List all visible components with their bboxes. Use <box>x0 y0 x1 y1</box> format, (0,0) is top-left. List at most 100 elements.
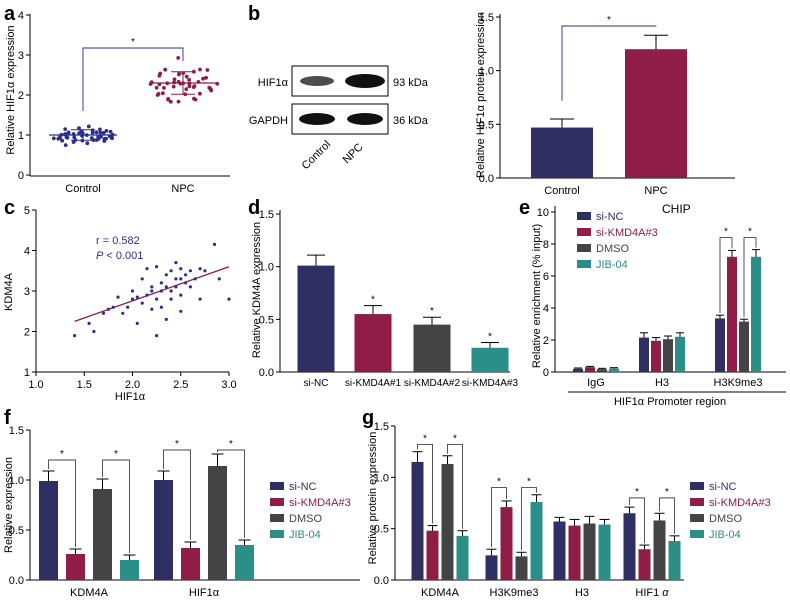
e-sig-bracket-star: * <box>748 227 752 238</box>
e-y-tick-label: 0 <box>543 367 549 379</box>
c-point <box>155 297 159 301</box>
f-legend-label: JIB-04 <box>289 529 321 541</box>
g-bar <box>500 507 513 580</box>
a-point <box>155 93 160 97</box>
a-point <box>63 127 68 131</box>
a-point <box>184 74 189 79</box>
a-point <box>86 124 91 129</box>
a-point <box>177 71 182 76</box>
a-point <box>98 127 102 132</box>
c-y-tick-label: 4 <box>24 246 30 258</box>
e-sig-bracket <box>719 237 733 314</box>
d-bar <box>413 324 451 372</box>
g-sig-bracket-star: * <box>665 487 669 498</box>
f-bar <box>39 481 58 580</box>
d-sig-star: * <box>488 332 492 343</box>
blot-label-hif1a: HIF1α <box>258 77 289 89</box>
a-point <box>77 126 81 131</box>
xlabel-c: HIF1α <box>115 391 146 403</box>
panel-letter-a: a <box>4 3 16 25</box>
correlation-r: r = 0.582 <box>96 235 140 247</box>
e-bar <box>675 336 685 372</box>
panel-d: d Relative KDM4A expression 0.0 0.5 1.0 1.5… <box>248 197 518 389</box>
c-point <box>116 295 120 299</box>
f-bar <box>181 548 200 580</box>
b-bar <box>625 49 687 179</box>
c-point <box>159 281 163 285</box>
e-y-tick-label: 8 <box>543 239 549 251</box>
g-sig-bracket <box>447 444 463 529</box>
g-legend-swatch <box>690 498 704 506</box>
a-point <box>198 91 202 96</box>
e-x-tick-label: IgG <box>587 377 605 389</box>
a-y-tick-label: 4 <box>18 10 24 22</box>
g-bar <box>441 463 454 580</box>
c-point <box>217 277 221 281</box>
f-legend-swatch <box>270 514 284 522</box>
g-bar <box>568 525 581 580</box>
g-y-tick-label: 1.5 <box>374 421 389 433</box>
f-bar <box>66 554 85 580</box>
g-sig-bracket <box>659 497 675 534</box>
f-bar <box>235 545 254 580</box>
a-point <box>171 84 176 89</box>
panel-f: f Relative expression 0.0 0.5 1.0 1.5 KDM4A H… <box>3 407 360 599</box>
c-point <box>179 267 183 271</box>
a-point <box>94 130 99 135</box>
c-point <box>169 297 173 301</box>
f-y-tick-label: 1.5 <box>9 425 24 437</box>
g-sig-bracket-star: * <box>423 433 427 444</box>
c-point <box>179 293 183 297</box>
f-sig-bracket <box>217 449 245 538</box>
blot-lane-control: Control <box>300 139 334 173</box>
a-point <box>90 128 95 133</box>
g-x-tick-label: KDM4A <box>421 587 460 599</box>
a-y-tick-label: 2 <box>18 90 24 102</box>
g-legend-swatch <box>690 530 704 538</box>
e-sig-bracket <box>743 237 757 318</box>
a-y-tick-label: 3 <box>18 50 24 62</box>
blot-kda-gapdh: 36 kDa <box>393 115 429 127</box>
c-point <box>174 261 178 265</box>
b-y-tick-label: 0.0 <box>479 173 494 185</box>
c-point <box>179 309 183 313</box>
panel-letter-c: c <box>4 197 15 219</box>
plot-e: 0 2 4 6 8 10 IgG H3 H3K9me3 * * si-NC si-KMD4A#3 DMSO… <box>537 206 786 393</box>
a-point <box>99 134 103 139</box>
g-bar <box>426 530 439 580</box>
g-y-tick-label: 0.0 <box>374 575 389 587</box>
e-legend-swatch <box>577 228 591 236</box>
c-x-tick-label: 2.0 <box>125 379 140 391</box>
g-bar <box>515 556 528 580</box>
c-point <box>164 317 168 321</box>
g-sig-bracket-star: * <box>497 477 501 488</box>
plot-a: 0 1 2 3 4 Control NPC * <box>18 10 230 195</box>
f-bar <box>93 489 112 580</box>
e-legend-swatch <box>577 244 591 252</box>
f-legend-swatch <box>270 498 284 506</box>
g-bar <box>668 540 681 580</box>
c-point <box>155 334 159 338</box>
f-bar <box>154 480 173 580</box>
g-legend-label: si-NC <box>709 481 737 493</box>
a-sig-bracket <box>82 47 184 111</box>
c-point <box>73 334 77 338</box>
c-fit-line <box>74 266 230 322</box>
f-legend-swatch <box>270 530 284 538</box>
e-bar <box>727 256 737 372</box>
a-point <box>56 136 61 141</box>
f-bar <box>208 466 227 580</box>
e-legend-label: DMSO <box>596 243 629 255</box>
a-point <box>209 87 214 92</box>
a-point <box>64 135 69 140</box>
panel-letter-e: e <box>519 197 530 219</box>
f-sig-bracket <box>163 449 191 540</box>
e-legend-swatch <box>577 260 591 268</box>
ylabel-e: Relative enrichment (% input) <box>531 224 543 368</box>
panel-letter-g: g <box>362 407 374 429</box>
panel-a: a Relative HIF1α expression 0 1 2 3 4 Control… <box>4 3 230 195</box>
panel-letter-d: d <box>248 197 260 219</box>
c-point <box>164 273 168 277</box>
g-legend-label: si-KMD4A#3 <box>709 497 771 509</box>
a-point <box>187 84 192 89</box>
